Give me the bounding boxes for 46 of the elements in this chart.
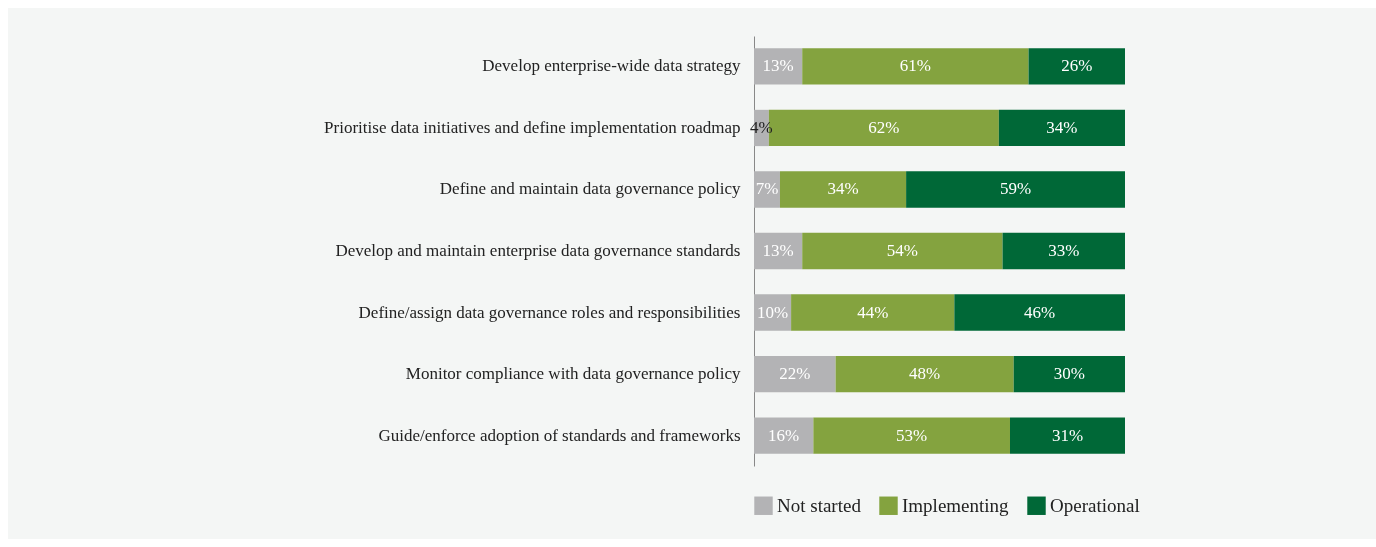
bar (779, 171, 907, 208)
data-label: 46% (1024, 302, 1056, 322)
y-tick-label: Define/assign data governance roles and responsibilities (358, 302, 741, 322)
y-tick-label: Develop enterprise-wide data strategy (482, 56, 741, 76)
bar (813, 417, 1010, 454)
bar (754, 417, 814, 454)
bar (1002, 232, 1125, 270)
bar (802, 48, 1029, 85)
y-tick-label: Monitor compliance with data governance policy (405, 364, 741, 384)
bar (998, 109, 1125, 147)
legend-label: Implementing (902, 494, 1010, 516)
data-label: 26% (1061, 56, 1093, 76)
y-tick-label: Develop and maintain enterprise data governance standards (335, 241, 741, 260)
data-label: 61% (899, 56, 931, 76)
y-tick-label: Guide/enforce adoption of standards and frameworks (378, 425, 741, 445)
bar (906, 171, 1125, 208)
data-label: 22% (779, 364, 811, 384)
data-label: 10% (756, 302, 789, 322)
data-label: 13% (762, 241, 794, 260)
data-label: 16% (768, 425, 800, 445)
bar (835, 355, 1014, 393)
data-label: 34% (1046, 117, 1078, 137)
bar (802, 232, 1003, 270)
data-label: 44% (857, 302, 889, 322)
bar (1009, 417, 1125, 454)
bar (954, 294, 1125, 331)
data-label: 62% (868, 117, 900, 137)
y-tick-label: Prioritise data initiatives and define implementation roadmap (324, 117, 741, 137)
legend-label: Not started (777, 494, 862, 516)
data-label: 53% (896, 425, 928, 445)
bar (1028, 48, 1125, 85)
bar (754, 355, 836, 393)
data-label: 48% (909, 364, 941, 384)
legend-label: Operational (1050, 494, 1140, 516)
y-tick-label: Define and maintain data governance policy (439, 179, 741, 199)
data-label: 59% (999, 179, 1032, 199)
data-label: 30% (1053, 364, 1085, 384)
bar (754, 48, 803, 85)
data-label: 7% (755, 179, 779, 199)
data-label: 33% (1048, 241, 1080, 260)
data-label: 34% (827, 179, 859, 199)
data-label: 31% (1051, 425, 1084, 445)
bar (791, 294, 955, 331)
data-label: 13% (762, 56, 794, 76)
data-label: 54% (886, 241, 918, 260)
bar (1013, 355, 1125, 393)
